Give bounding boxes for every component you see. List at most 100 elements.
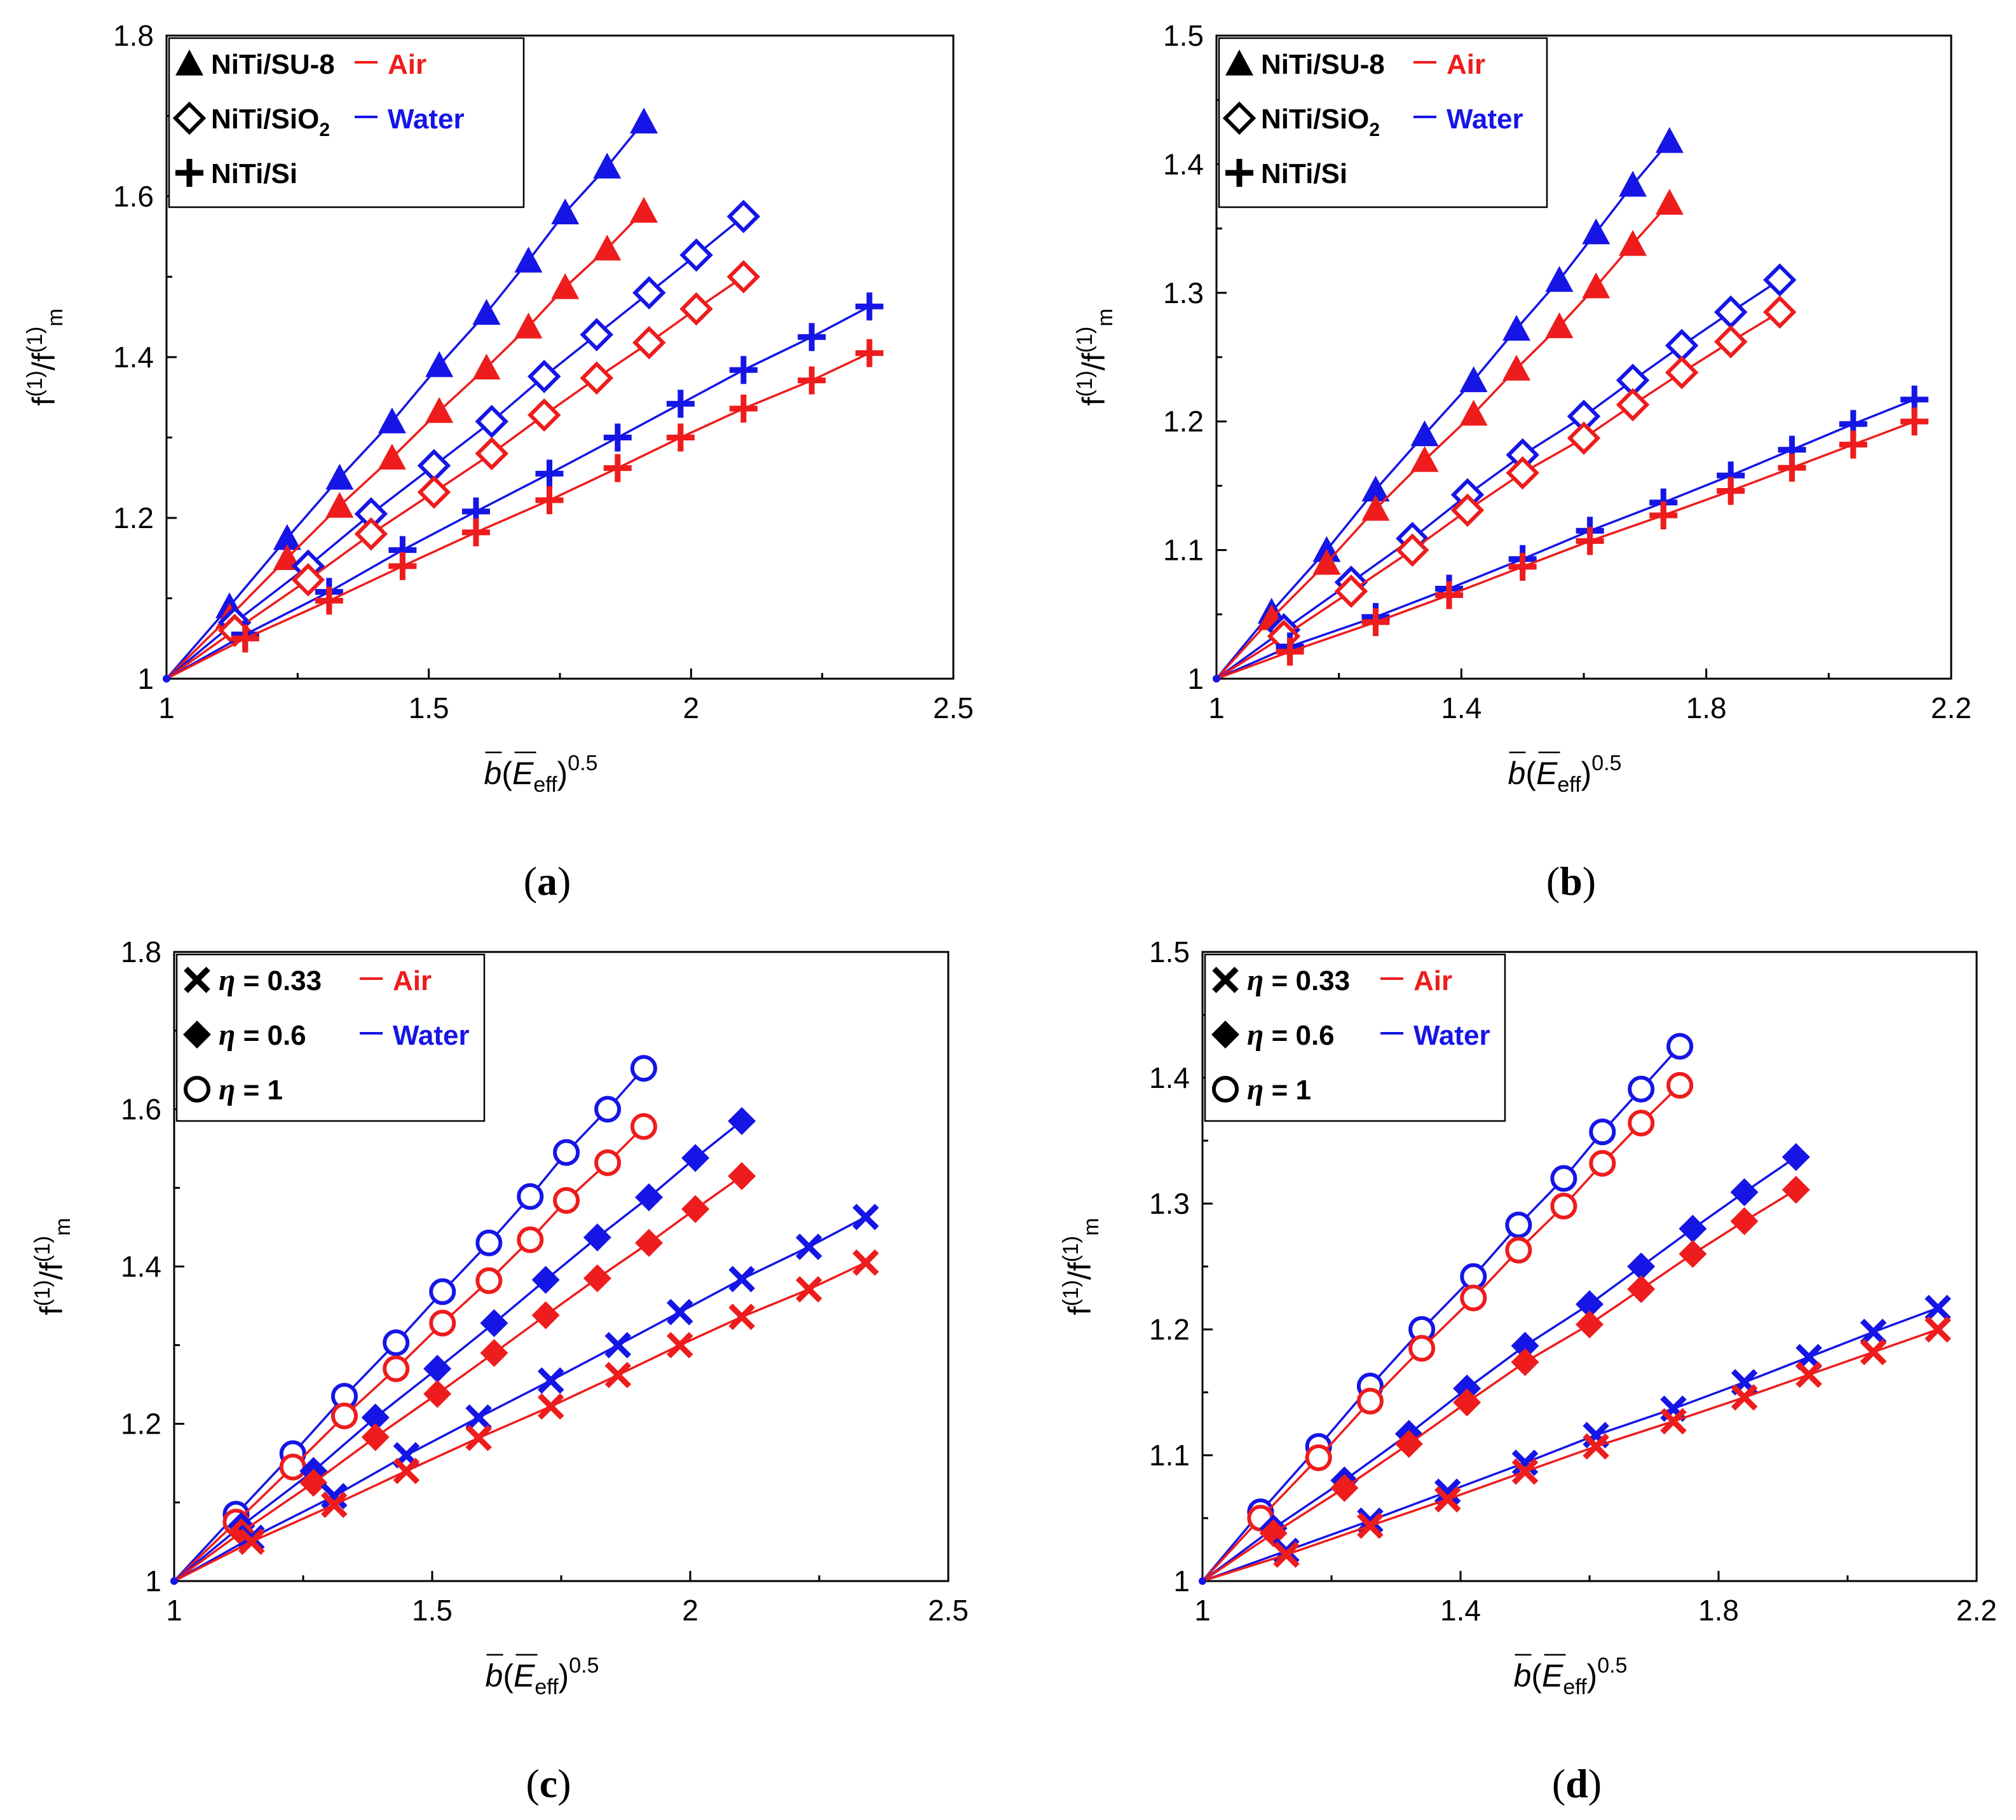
series-line xyxy=(174,1261,866,1582)
data-point xyxy=(1396,533,1429,567)
legend-label-text: NiTi/SU-8 xyxy=(211,49,335,80)
legend-box xyxy=(175,953,486,1122)
data-point xyxy=(1550,1165,1577,1192)
series-eta-1-water xyxy=(173,1055,657,1582)
data-point xyxy=(475,1267,503,1294)
legend-box xyxy=(168,37,525,208)
legend-label-text: NiTi/SiO xyxy=(211,104,319,135)
legend-label: η = 0.33 xyxy=(219,963,322,997)
origin-point xyxy=(1199,1577,1206,1585)
legend-medium-label: Air xyxy=(393,965,432,996)
y-axis-label: f(1)/f(1)m xyxy=(1073,308,1117,405)
data-point xyxy=(527,360,561,393)
x-tick-label: 1.4 xyxy=(1441,691,1481,724)
data-point xyxy=(583,1223,611,1252)
data-point xyxy=(537,1393,564,1420)
x-axis-label: b(Eeff)0.5 xyxy=(1508,751,1622,797)
data-point xyxy=(361,1423,390,1451)
data-point xyxy=(852,1204,879,1230)
legend: NiTi/SU-8 Air NiTi/SiO2 Water NiTi/Si xyxy=(1218,37,1548,208)
data-point xyxy=(1665,329,1699,363)
x-axis-label-e: E xyxy=(1542,1658,1563,1694)
data-point xyxy=(475,437,508,471)
data-point xyxy=(1839,430,1867,459)
series-eta-0-33-air xyxy=(1202,1316,1951,1582)
caption-close: ) xyxy=(1588,1761,1602,1806)
data-point xyxy=(1666,1071,1694,1099)
data-point xyxy=(1434,1486,1461,1513)
series-eta-0-6-water xyxy=(1201,1143,1810,1582)
x-tick-label: 2.2 xyxy=(1956,1594,1997,1627)
data-point xyxy=(393,1457,420,1484)
x-tick-label: 1 xyxy=(158,691,175,724)
y-axis-label-f: f xyxy=(1062,1307,1098,1315)
y-axis-label-slash: /f xyxy=(1076,353,1112,370)
series-eta-0-33-air xyxy=(174,1249,879,1582)
caption-open: ( xyxy=(1546,859,1560,904)
series-line xyxy=(173,1120,743,1582)
data-point xyxy=(1567,421,1601,455)
data-point xyxy=(1924,1294,1951,1322)
legend-label-text: NiTi/SiO xyxy=(1261,104,1369,135)
y-axis-label-slash: /f xyxy=(26,353,62,370)
y-tick-label: 1 xyxy=(145,1565,161,1598)
data-point xyxy=(1619,229,1647,256)
y-tick-label: 1.6 xyxy=(121,1093,161,1126)
panel-caption: (d) xyxy=(1552,1761,1602,1806)
x-axis-label-paren: ( xyxy=(1531,1658,1542,1694)
series-eta-0-33-water xyxy=(174,1204,879,1582)
series-line xyxy=(1216,311,1781,680)
data-point xyxy=(1655,126,1684,153)
data-point xyxy=(1730,1207,1759,1235)
y-axis-label: f(1)/f(1)m xyxy=(23,308,67,405)
series-niti-su-8-air xyxy=(1215,189,1684,680)
y-axis-label-sup: (1) xyxy=(1073,370,1097,397)
data-point xyxy=(632,276,666,310)
y-tick-label: 1 xyxy=(137,662,154,695)
series-eta-1-air xyxy=(173,1113,657,1582)
x-axis-label-close: ) xyxy=(559,1658,569,1694)
x-axis-label: b(Eeff)0.5 xyxy=(484,751,598,797)
data-point xyxy=(1511,1458,1539,1485)
data-point xyxy=(1511,1348,1539,1376)
legend-marker xyxy=(183,1021,211,1049)
data-point xyxy=(1502,315,1531,341)
series-eta-0-6-water xyxy=(173,1107,756,1582)
data-point xyxy=(1713,295,1748,329)
x-tick-label: 2.5 xyxy=(928,1594,969,1627)
y-tick-label: 1.2 xyxy=(1163,405,1204,438)
panel-a: 1 1.5 2 2.5 1 1.2 1.4 1.6 1.8 NiTi/SU-8 Air NiTi/Si… xyxy=(23,19,974,904)
data-point xyxy=(855,292,883,321)
y-axis-label: f(1)/f(1)m xyxy=(1059,1218,1103,1315)
y-axis-label-f: f xyxy=(26,397,62,406)
data-point xyxy=(580,361,614,395)
y-axis-label-sup: (1) xyxy=(1059,1280,1083,1307)
data-point xyxy=(417,475,451,509)
x-axis-label-sub: eff xyxy=(533,773,557,797)
caption-close: ) xyxy=(1583,859,1596,904)
data-point xyxy=(604,1361,632,1389)
data-point xyxy=(795,1233,822,1260)
data-point xyxy=(535,459,564,488)
series-niti-si-air xyxy=(1216,407,1929,680)
legend-eta: η xyxy=(1247,1018,1263,1052)
data-point xyxy=(475,404,508,438)
series-line xyxy=(165,210,645,680)
x-axis-label-close: ) xyxy=(557,756,568,791)
data-point xyxy=(325,492,354,518)
data-point xyxy=(273,524,301,550)
data-point xyxy=(1576,1310,1604,1339)
data-point xyxy=(472,353,501,380)
series-niti-si-air xyxy=(166,339,883,680)
y-tick-label: 1.2 xyxy=(1149,1313,1190,1346)
data-point xyxy=(1550,1192,1577,1219)
data-point xyxy=(429,1278,456,1305)
data-point xyxy=(593,153,622,179)
series-niti-si-water xyxy=(1216,385,1929,680)
x-tick-label: 2.5 xyxy=(933,691,974,724)
data-point xyxy=(1259,1519,1288,1547)
data-point xyxy=(472,299,501,325)
legend-eta: η xyxy=(219,1018,235,1052)
data-point xyxy=(1357,1512,1384,1539)
data-point xyxy=(330,1402,358,1430)
